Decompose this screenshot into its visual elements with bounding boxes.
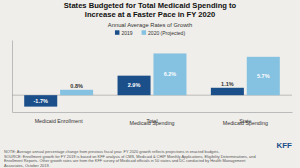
logo: KFF (276, 141, 292, 150)
data-label: 2.9% (128, 82, 141, 88)
data-label: -1.7% (34, 98, 48, 104)
bar (24, 95, 57, 106)
bar (153, 53, 186, 95)
data-label: 5.7% (257, 73, 270, 79)
legend-swatch (142, 30, 147, 35)
y-axis (12, 41, 13, 113)
legend-item: 2019 (115, 30, 133, 36)
x-axis: Medicaid Enrollment TotalMedicaid Spendin… (13, 113, 293, 127)
chart: States Budgeted for Total Medicaid Spend… (0, 0, 300, 168)
bar (211, 88, 244, 95)
subtitle: Annual Average Rates of Growth (108, 22, 192, 28)
title: States Budgeted for Total Medicaid Spend… (64, 1, 237, 19)
legend-item: 2020 (Projected) (142, 30, 186, 36)
x-tick-label: Medicaid Enrollment (35, 118, 84, 124)
data-label: 6.2% (164, 71, 177, 77)
note: NOTE: Average annual percentage change f… (4, 149, 256, 167)
x-tick-label: StateMedicaid Spending (223, 118, 268, 126)
x-tick: TotalMedicaid Spending (129, 118, 174, 126)
data-labels: -1.7% 2.9% 1.1% 0.8% 6.2% 5.7% (34, 71, 270, 104)
x-tick: Medicaid Enrollment (35, 118, 84, 124)
bar (118, 76, 151, 96)
x-tick-label: TotalMedicaid Spending (129, 118, 174, 126)
bar (60, 90, 93, 95)
x-tick: StateMedicaid Spending (223, 118, 268, 126)
bars (24, 53, 280, 106)
legend-label: 2019 (121, 30, 132, 36)
bar (247, 57, 280, 95)
data-label: 1.1% (221, 81, 234, 87)
y-axis-line (12, 41, 13, 113)
legend-label: 2020 (Projected) (148, 30, 185, 36)
x-axis-line (13, 112, 293, 113)
legend-swatch (115, 30, 120, 35)
data-label: 0.8% (70, 83, 83, 89)
legend: 2019 2020 (Projected) (115, 30, 185, 36)
